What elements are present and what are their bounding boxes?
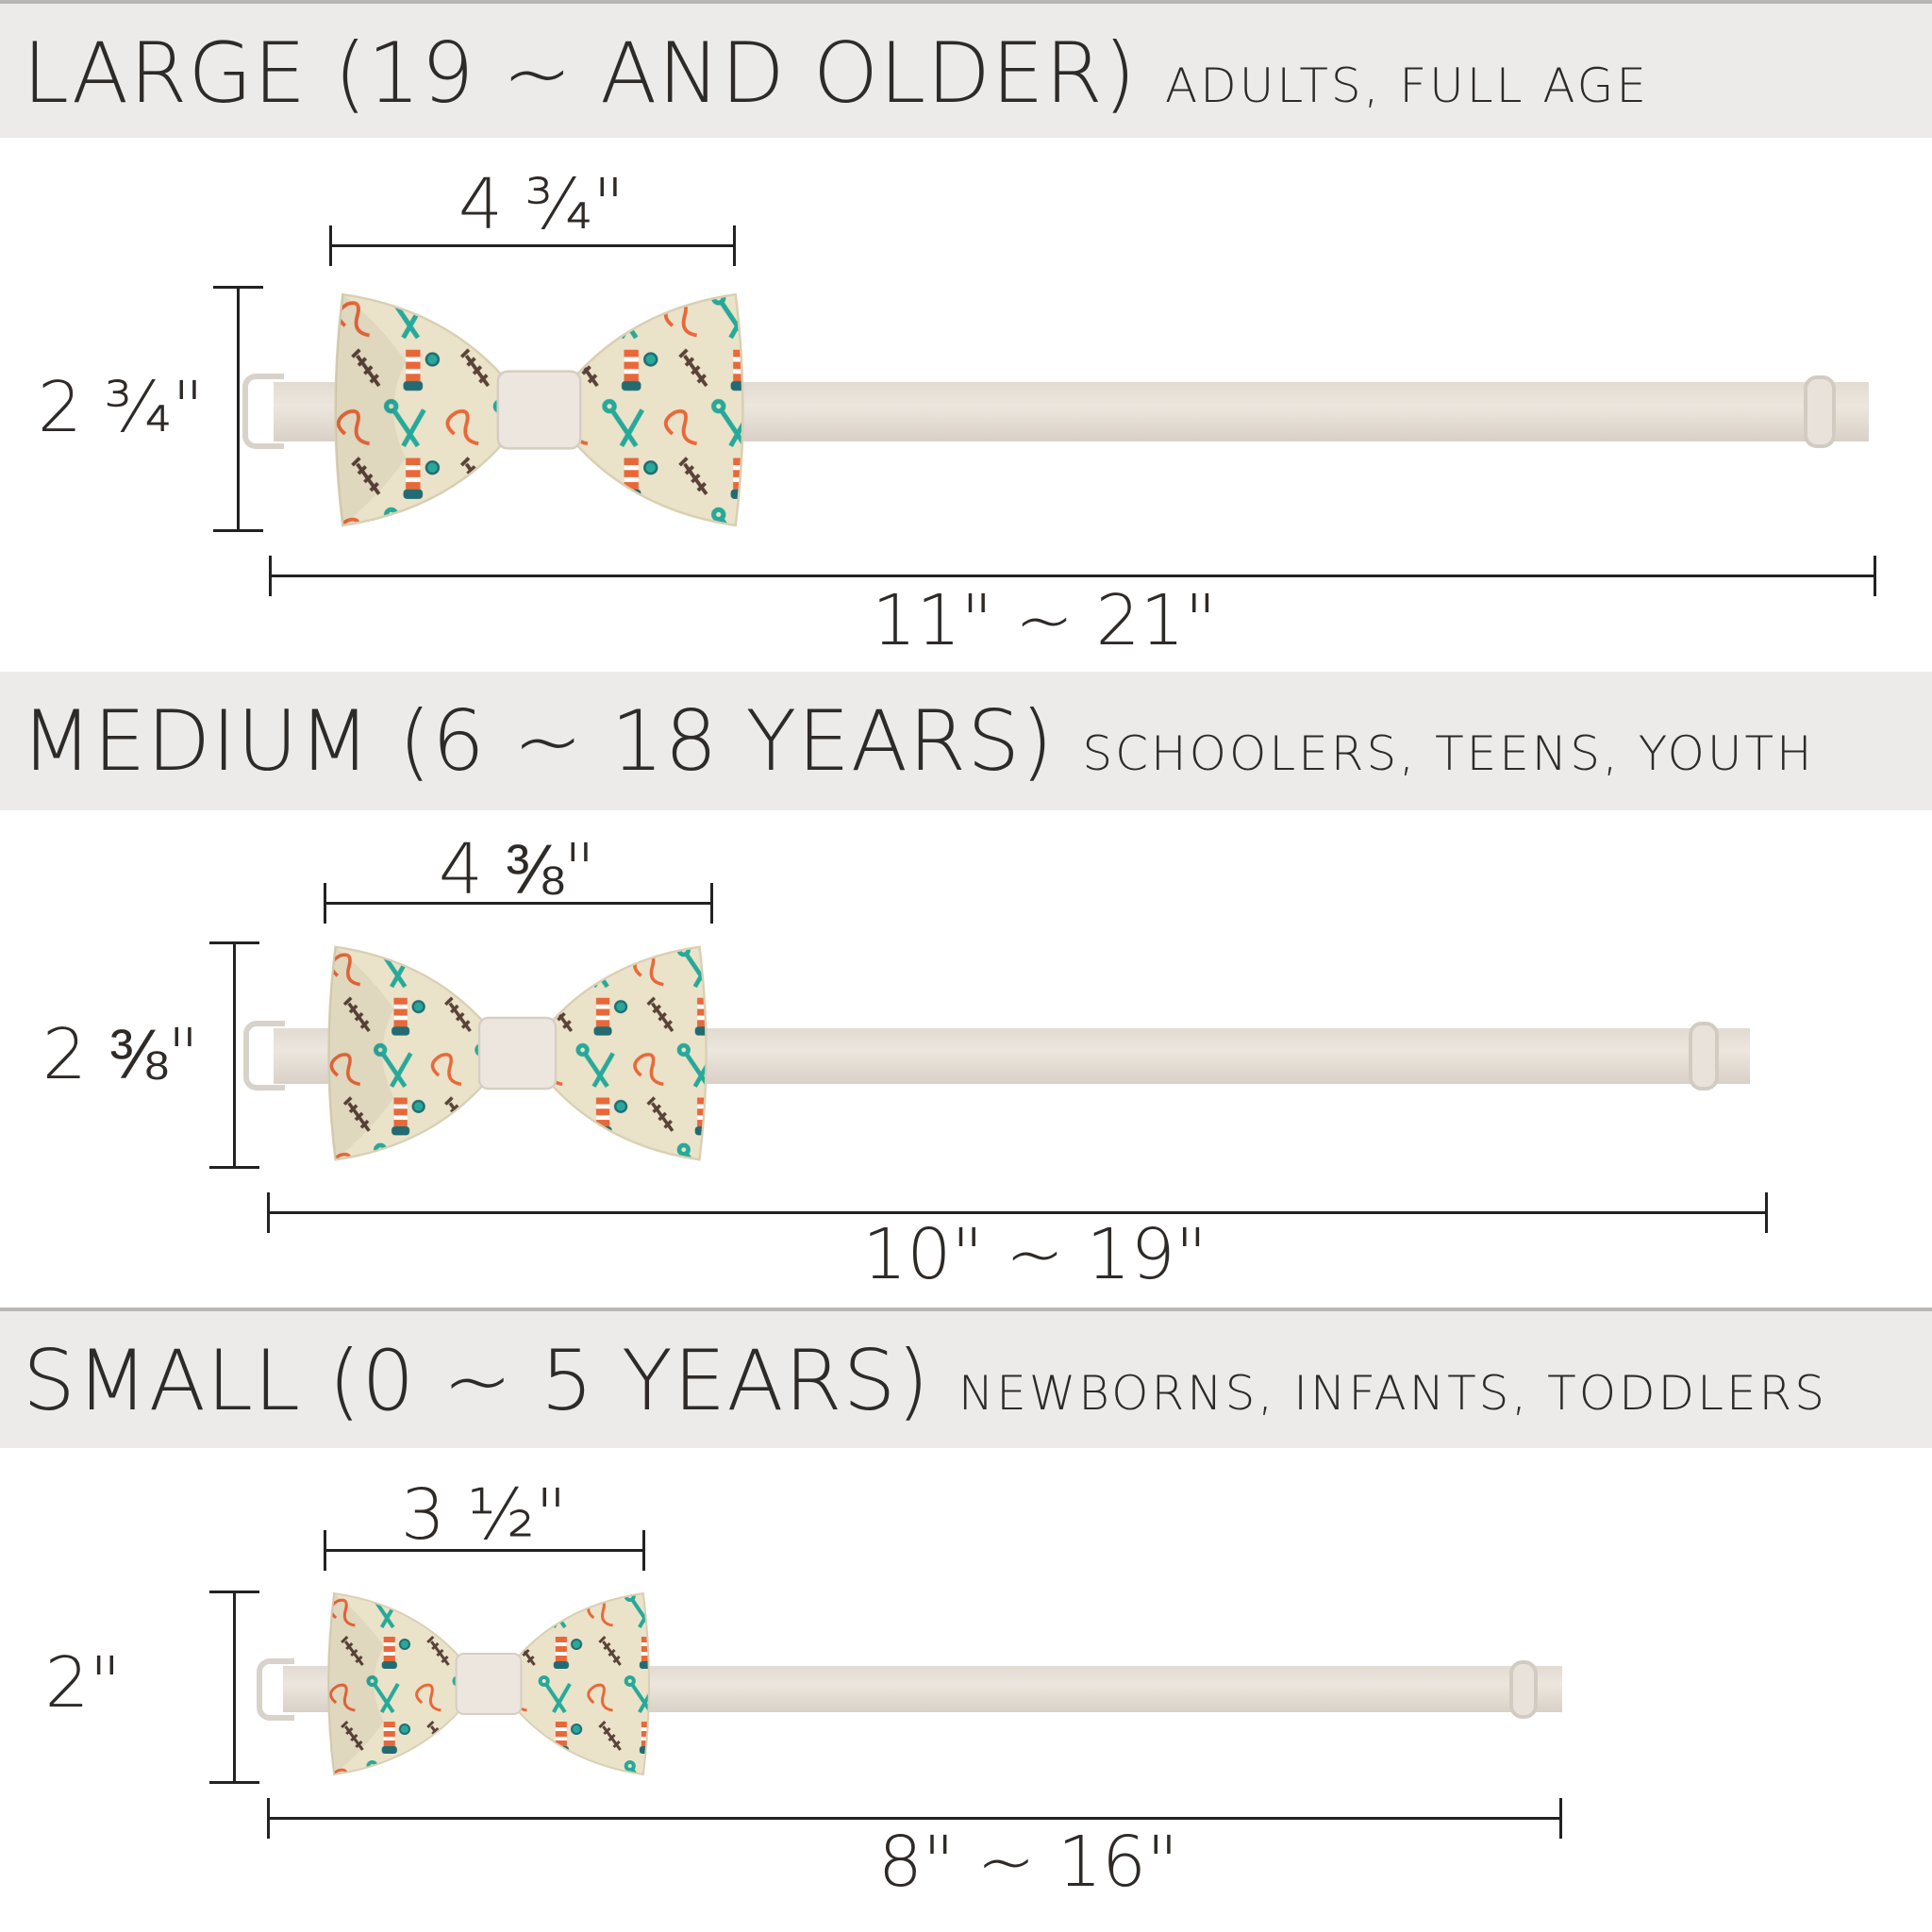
strap-hook — [257, 1658, 294, 1721]
header-band-medium — [0, 672, 1932, 810]
strap-hook — [242, 374, 284, 449]
length-label: 10" ~ 19" — [862, 1214, 1208, 1295]
size-title-medium: MEDIUM (6 ~ 18 YEARS) SCHOOLERS, TEENS, Y… — [21, 700, 1815, 783]
size-title: LARGE (19 ~ AND OLDER) — [23, 25, 1138, 122]
strap-adjuster — [1509, 1660, 1538, 1719]
strap-hook — [243, 1021, 285, 1091]
bow-tie-small — [327, 1591, 650, 1776]
length-dimension-line — [267, 1192, 1768, 1233]
size-subtitle: NEWBORNS, INFANTS, TODDLERS — [958, 1366, 1828, 1421]
bow-tie-medium — [327, 945, 708, 1161]
height-dimension-line — [209, 1591, 259, 1784]
bow-tie-large — [334, 292, 744, 527]
header-band-large — [0, 4, 1932, 138]
size-title-large: LARGE (19 ~ AND OLDER) ADULTS, FULL AGE — [23, 32, 1649, 115]
width-label: 4 ¾" — [458, 164, 625, 245]
size-title: MEDIUM (6 ~ 18 YEARS) — [21, 692, 1055, 790]
width-dimension-line — [324, 883, 713, 924]
header-band-small — [0, 1311, 1932, 1448]
width-label: 3 ½" — [400, 1474, 568, 1556]
length-label: 11" ~ 21" — [872, 580, 1217, 661]
width-label: 4 ⅜" — [438, 829, 596, 910]
size-title: SMALL (0 ~ 5 YEARS) — [23, 1332, 930, 1429]
length-dimension-line — [269, 556, 1876, 596]
height-label: 2 ¾" — [37, 367, 205, 448]
strap-adjuster — [1804, 375, 1836, 448]
size-subtitle: SCHOOLERS, TEENS, YOUTH — [1082, 726, 1815, 781]
length-label: 8" ~ 16" — [877, 1822, 1179, 1903]
divider — [0, 0, 1932, 4]
size-title-small: SMALL (0 ~ 5 YEARS) NEWBORNS, INFANTS, TO… — [23, 1340, 1827, 1423]
height-label: 2 ⅜" — [42, 1014, 200, 1095]
height-label: 2" — [44, 1642, 122, 1724]
width-dimension-line — [324, 1530, 645, 1571]
length-dimension-line — [267, 1798, 1562, 1839]
divider — [0, 1307, 1932, 1311]
height-dimension-line — [209, 941, 259, 1169]
height-dimension-line — [213, 286, 263, 532]
width-dimension-line — [329, 225, 736, 266]
size-subtitle: ADULTS, FULL AGE — [1165, 58, 1650, 113]
strap-adjuster — [1689, 1022, 1719, 1091]
